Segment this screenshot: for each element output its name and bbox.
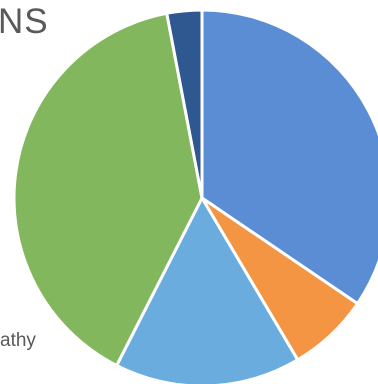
legend-label-fragment: athy [0, 330, 36, 351]
pie-slice-5 [165, 8, 204, 200]
pie-slice-3 [115, 196, 300, 384]
chart-title: NS [0, 2, 49, 41]
pie-slice-4 [12, 11, 204, 368]
pie-slice-1 [200, 8, 378, 306]
